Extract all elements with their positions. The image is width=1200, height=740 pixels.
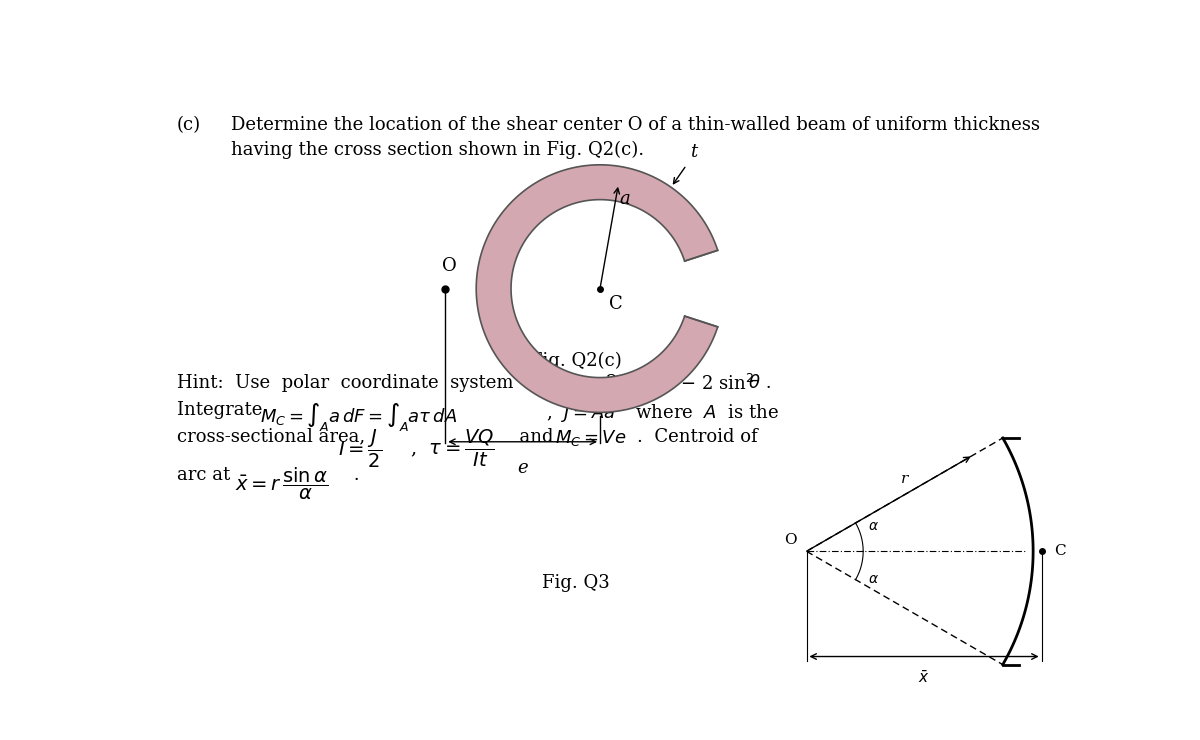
Text: $\theta$: $\theta$ — [749, 374, 761, 391]
Text: O: O — [784, 534, 797, 548]
Text: ,  $J = Aa^2$  where  $A$  is the: , $J = Aa^2$ where $A$ is the — [541, 400, 779, 425]
Text: cross-sectional area,: cross-sectional area, — [178, 428, 377, 445]
Text: C: C — [1055, 545, 1066, 558]
Text: O: O — [442, 257, 456, 275]
Text: (c): (c) — [178, 115, 202, 134]
Text: $I = \dfrac{J}{2}$: $I = \dfrac{J}{2}$ — [337, 428, 382, 470]
Text: Integrate: Integrate — [178, 400, 274, 419]
Text: Hint:  Use  polar  coordinate  system  and  cos 2: Hint: Use polar coordinate system and co… — [178, 374, 618, 391]
Text: $\theta$: $\theta$ — [625, 374, 637, 391]
Text: Determine the location of the shear center O of a thin-walled beam of uniform th: Determine the location of the shear cent… — [232, 115, 1040, 134]
Text: and: and — [508, 428, 565, 445]
Text: $\bar{x} = r\,\dfrac{\sin\alpha}{\alpha}$: $\bar{x} = r\,\dfrac{\sin\alpha}{\alpha}… — [235, 466, 329, 502]
Text: a: a — [619, 189, 630, 207]
Text: .: . — [760, 374, 772, 391]
Text: $\bar{x}$: $\bar{x}$ — [918, 670, 930, 687]
Text: $M_C = \int_A a\, dF = \int_A a\tau\, dA$: $M_C = \int_A a\, dF = \int_A a\tau\, dA… — [260, 400, 457, 433]
Text: arc at: arc at — [178, 466, 242, 484]
Text: = 1 $-$ 2 sin$^2$: = 1 $-$ 2 sin$^2$ — [637, 374, 754, 394]
Text: having the cross section shown in Fig. Q2(c).: having the cross section shown in Fig. Q… — [232, 141, 644, 159]
Text: $\alpha$: $\alpha$ — [868, 519, 878, 534]
Text: Fig. Q2(c): Fig. Q2(c) — [530, 352, 622, 371]
Text: .: . — [348, 466, 359, 484]
Text: Fig. Q3: Fig. Q3 — [542, 574, 610, 592]
Text: ,  $\tau = \dfrac{VQ}{It}$: , $\tau = \dfrac{VQ}{It}$ — [409, 428, 494, 468]
Text: $\alpha$: $\alpha$ — [868, 573, 878, 586]
Text: r: r — [901, 471, 908, 485]
Text: t: t — [690, 143, 697, 161]
Text: C: C — [610, 295, 623, 313]
Text: $M_C = Ve$: $M_C = Ve$ — [554, 428, 626, 448]
Text: .  Centroid of: . Centroid of — [637, 428, 757, 445]
Polygon shape — [476, 165, 718, 412]
Text: e: e — [517, 459, 528, 477]
